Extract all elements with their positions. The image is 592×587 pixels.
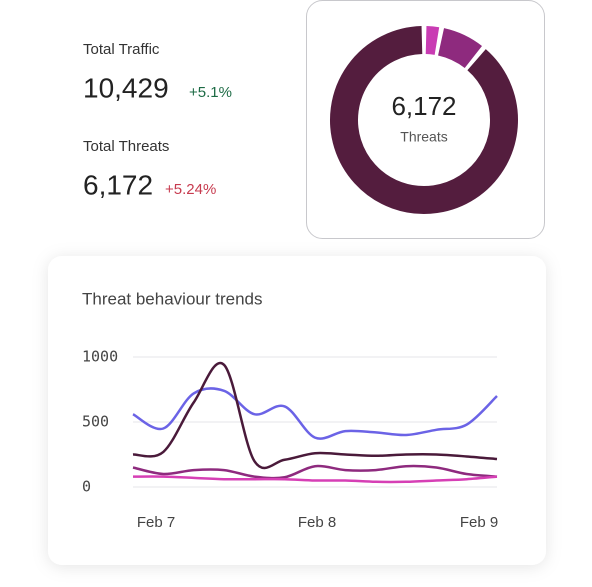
trend-card [48, 256, 546, 565]
donut-segment [437, 28, 482, 69]
y-tick-label: 1000 [82, 348, 118, 366]
x-tick-label: Feb 7 [137, 514, 175, 531]
stat-value: 10,429 [83, 72, 169, 103]
series-line [132, 475, 498, 484]
y-tick-label: 0 [82, 478, 91, 496]
donut [330, 26, 518, 214]
stat-change: +5.1% [189, 84, 232, 101]
donut-center-label: Threats [400, 129, 447, 145]
stat-label: Total Traffic [83, 41, 160, 58]
donut-segment [425, 26, 440, 55]
x-tick-label: Feb 9 [460, 514, 498, 531]
stats-card [48, 0, 290, 240]
plot: 0 500 1000 Feb 7 Feb 8 Feb 9 [82, 348, 498, 531]
stat-label: Total Threats [83, 138, 169, 155]
donut-center-value: 6,172 [391, 91, 456, 121]
series-line [132, 387, 498, 440]
chart-title: Threat behaviour trends [82, 289, 263, 308]
stat-value: 6,172 [83, 169, 153, 200]
series-line [132, 361, 498, 470]
series-line [132, 464, 498, 480]
x-tick-label: Feb 8 [298, 514, 336, 531]
stat-change: +5.24% [165, 181, 216, 198]
donut-segment [330, 26, 518, 214]
y-tick-label: 500 [82, 413, 109, 431]
